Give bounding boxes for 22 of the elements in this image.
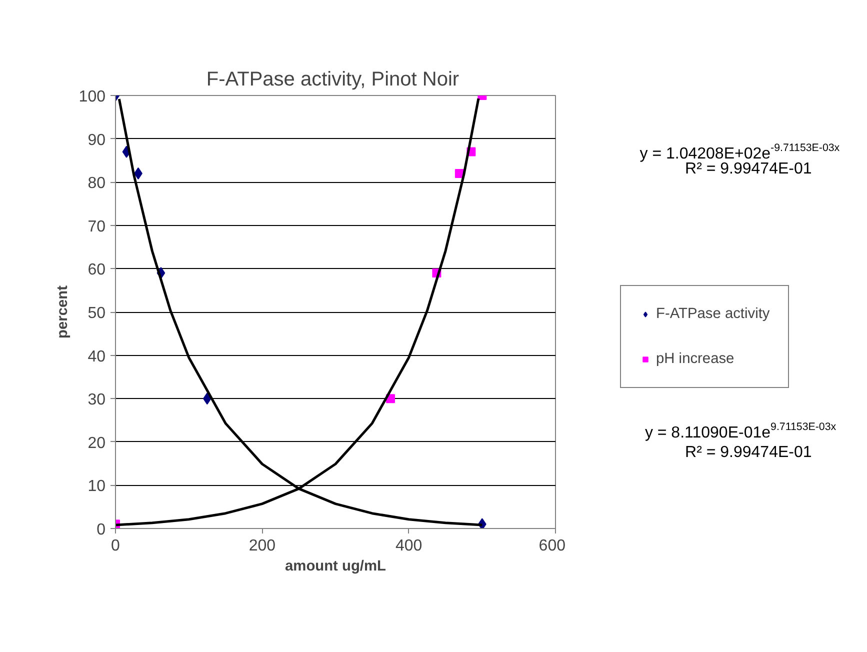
y-tick-label: 30: [88, 392, 106, 409]
x-tick-label: 0: [111, 538, 120, 554]
y-tick-label: 80: [88, 175, 106, 192]
y-tick-label: 90: [88, 132, 106, 149]
x-tick-label: 200: [248, 538, 276, 554]
text: R² = 9.99474E-01: [685, 444, 812, 462]
y-tick-label: 50: [88, 305, 106, 322]
legend-label: pH increase: [656, 351, 734, 367]
legend-label: F-ATPase activity: [656, 306, 770, 322]
x-axis-title: amount ug/mL: [285, 558, 386, 574]
y-axis-title: percent: [54, 285, 71, 338]
y-tick-label: 20: [88, 434, 106, 452]
y-tick-label: 40: [88, 348, 106, 366]
y-tick-label: 0: [96, 522, 106, 538]
y-tick-label: 60: [88, 262, 106, 279]
text: R² = 9.99474E-01: [685, 160, 812, 178]
chart-title: F-ATPase activity, Pinot Noir: [206, 68, 460, 90]
x-tick-label: 600: [538, 538, 566, 554]
x-tick-label: 400: [395, 538, 422, 554]
y-tick-label: 70: [88, 218, 106, 236]
y-tick-label: 10: [88, 478, 106, 496]
y-tick-label: 100: [78, 88, 106, 106]
